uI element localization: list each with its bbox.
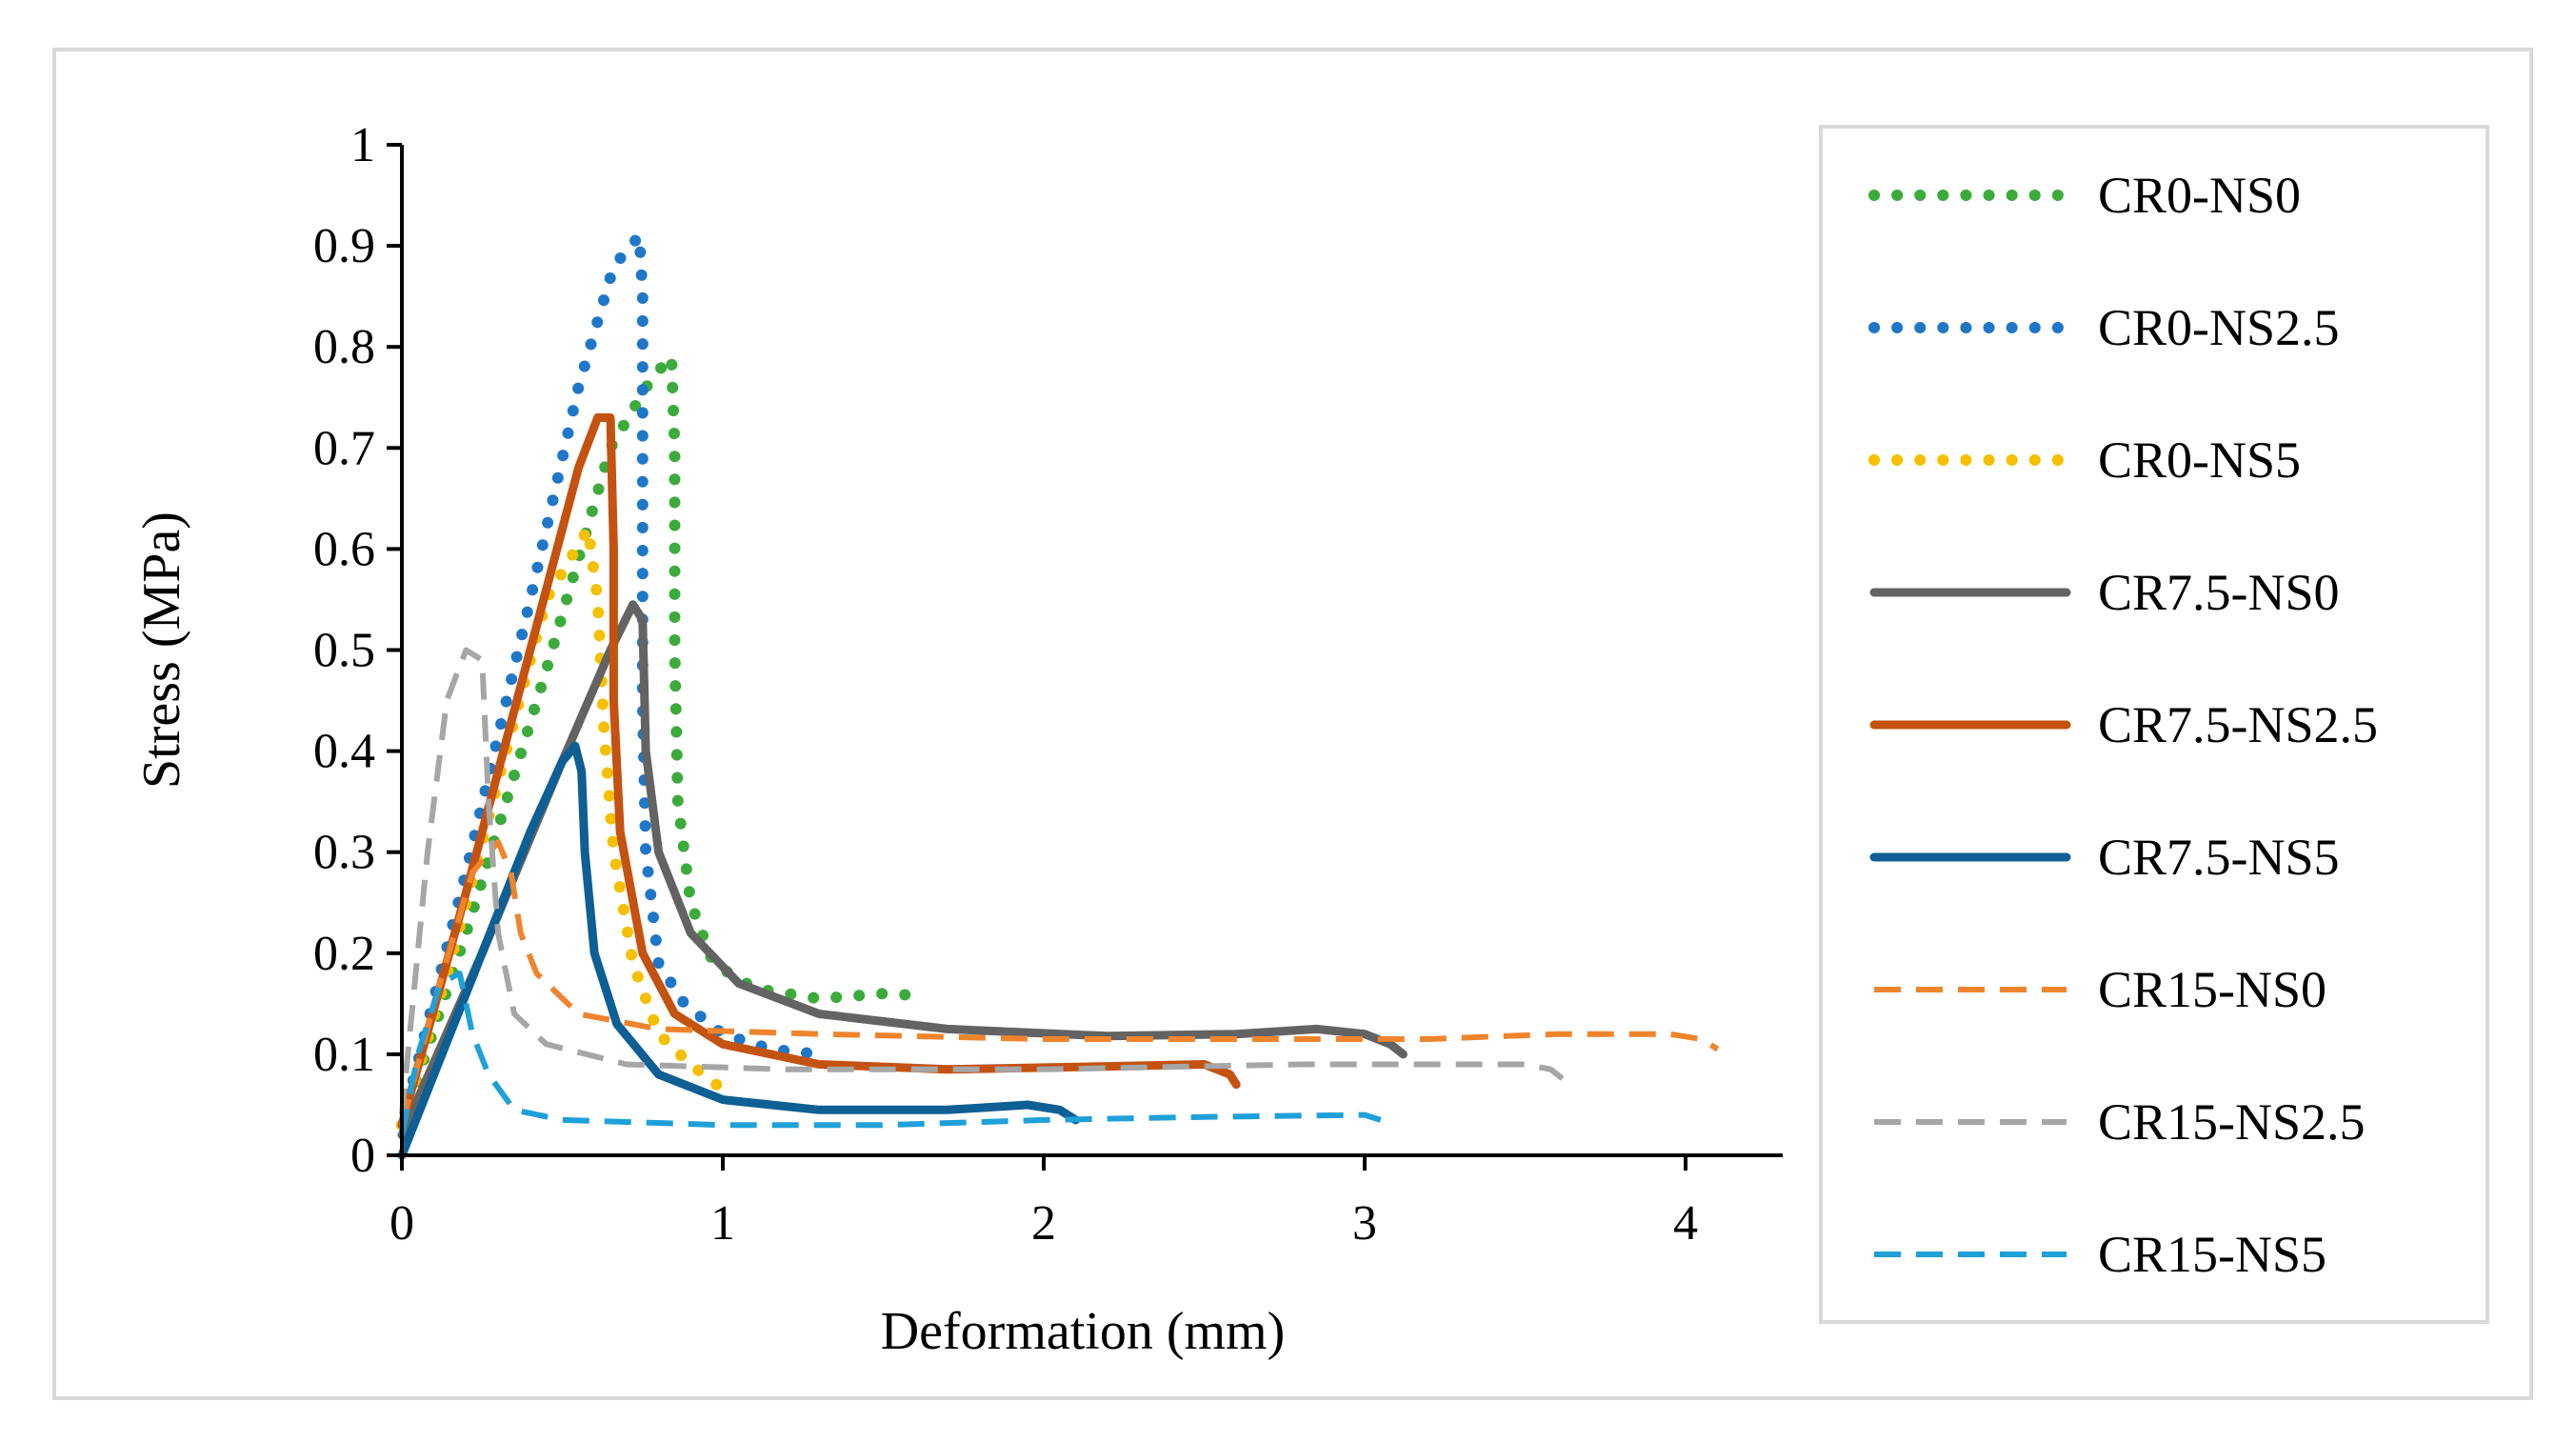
series-line-cr15-ns5	[399, 971, 1382, 1136]
plot-lines	[396, 230, 1720, 1160]
legend-label: CR0-NS0	[2098, 167, 2301, 224]
y-axis-title: Stress (MPa)	[132, 511, 191, 789]
series-line-cr15-ns0	[399, 839, 1720, 1126]
x-tick-label: 2	[1031, 1196, 1056, 1251]
series-line-cr7.5-ns5	[397, 741, 1081, 1160]
x-tick-label: 4	[1673, 1196, 1698, 1251]
x-axis-title: Deformation (mm)	[881, 1302, 1286, 1361]
y-tick-label: 0.7	[313, 421, 375, 475]
legend-label: CR7.5-NS0	[2098, 564, 2340, 621]
series-line-cr7.5-ns2.5	[397, 413, 1241, 1130]
legend-label: CR7.5-NS5	[2098, 829, 2340, 886]
legend-label: CR15-NS0	[2098, 961, 2326, 1018]
legend-label: CR0-NS5	[2098, 431, 2301, 489]
y-tick-label: 1	[350, 118, 375, 172]
legend-label: CR15-NS2.5	[2098, 1093, 2366, 1151]
y-tick-label: 0.1	[313, 1028, 375, 1082]
y-tick-label: 0.3	[313, 826, 375, 880]
legend: CR0-NS0 CR0-NS2.5 CR0-NS5 CR7.5-NS0 CR7.5-NS…	[1819, 125, 2489, 1324]
legend-label: CR15-NS5	[2098, 1226, 2326, 1283]
x-tick-label: 3	[1352, 1196, 1377, 1251]
y-tick-label: 0.5	[313, 624, 375, 678]
x-tick-label: 1	[710, 1196, 735, 1251]
y-tick-label: 0.2	[313, 927, 375, 981]
y-tick-label: 0.4	[313, 725, 375, 779]
ticks: 0 0.1 0.2 0.3 0.4 0.5 0.6 0.7 0.8 0.9 1 0 1 2 3 4	[313, 118, 1698, 1251]
y-tick-label: 0	[350, 1129, 375, 1183]
y-tick-label: 0.6	[313, 522, 375, 576]
series-line-cr0-ns0	[396, 350, 928, 1132]
y-tick-label: 0.9	[313, 219, 375, 273]
legend-label: CR7.5-NS2.5	[2098, 696, 2378, 753]
series-line-cr15-ns2.5	[399, 647, 1566, 1115]
x-tick-label: 0	[389, 1196, 414, 1251]
y-tick-label: 0.8	[313, 320, 375, 374]
series-line-cr7.5-ns0	[397, 600, 1408, 1140]
legend-label: CR0-NS2.5	[2098, 299, 2340, 356]
